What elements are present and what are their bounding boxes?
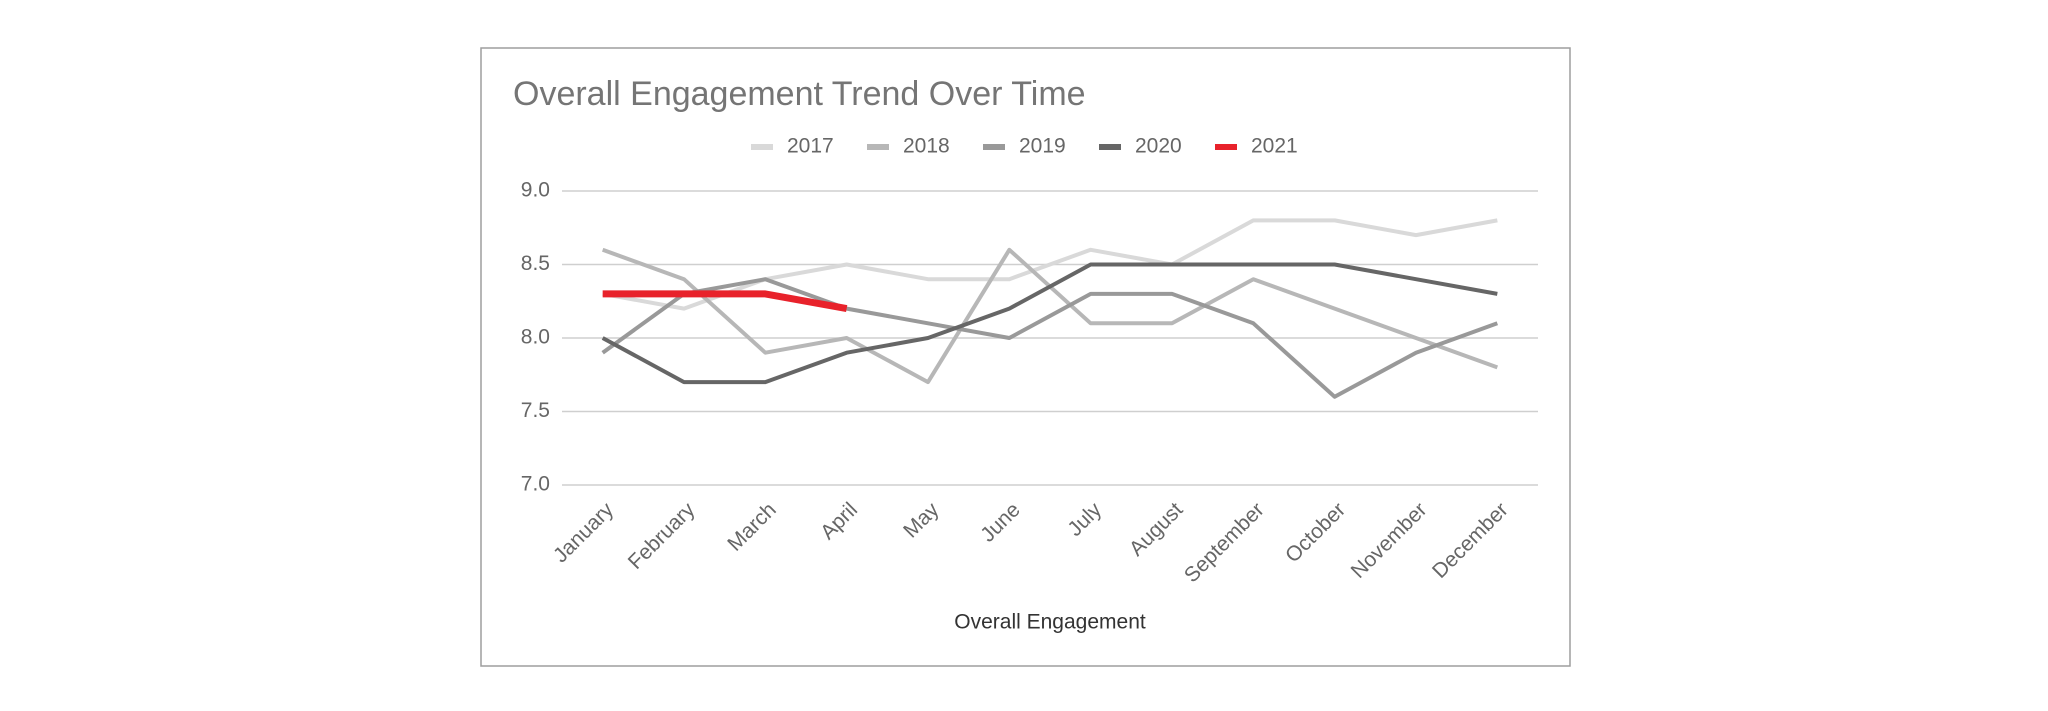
y-tick-label: 9.0: [521, 179, 550, 202]
y-tick-label: 7.5: [521, 399, 550, 422]
series-line: [602, 218, 1498, 311]
y-tick-label: 7.0: [521, 473, 550, 496]
series-line: [602, 290, 848, 313]
y-tick-label: 8.0: [521, 326, 550, 349]
legend-label: 2018: [903, 135, 950, 158]
chart-title: Overall Engagement Trend Over Time: [513, 75, 1086, 113]
x-axis-label: Overall Engagement: [954, 611, 1146, 634]
legend-label: 2021: [1251, 135, 1298, 158]
y-tick-label: 8.5: [521, 252, 550, 275]
legend-label: 2020: [1135, 135, 1182, 158]
chart-frame: [480, 47, 1571, 667]
legend-label: 2019: [1019, 135, 1066, 158]
series-line: [601, 277, 1499, 399]
series-line: [601, 262, 1498, 385]
legend-label: 2017: [787, 135, 834, 158]
